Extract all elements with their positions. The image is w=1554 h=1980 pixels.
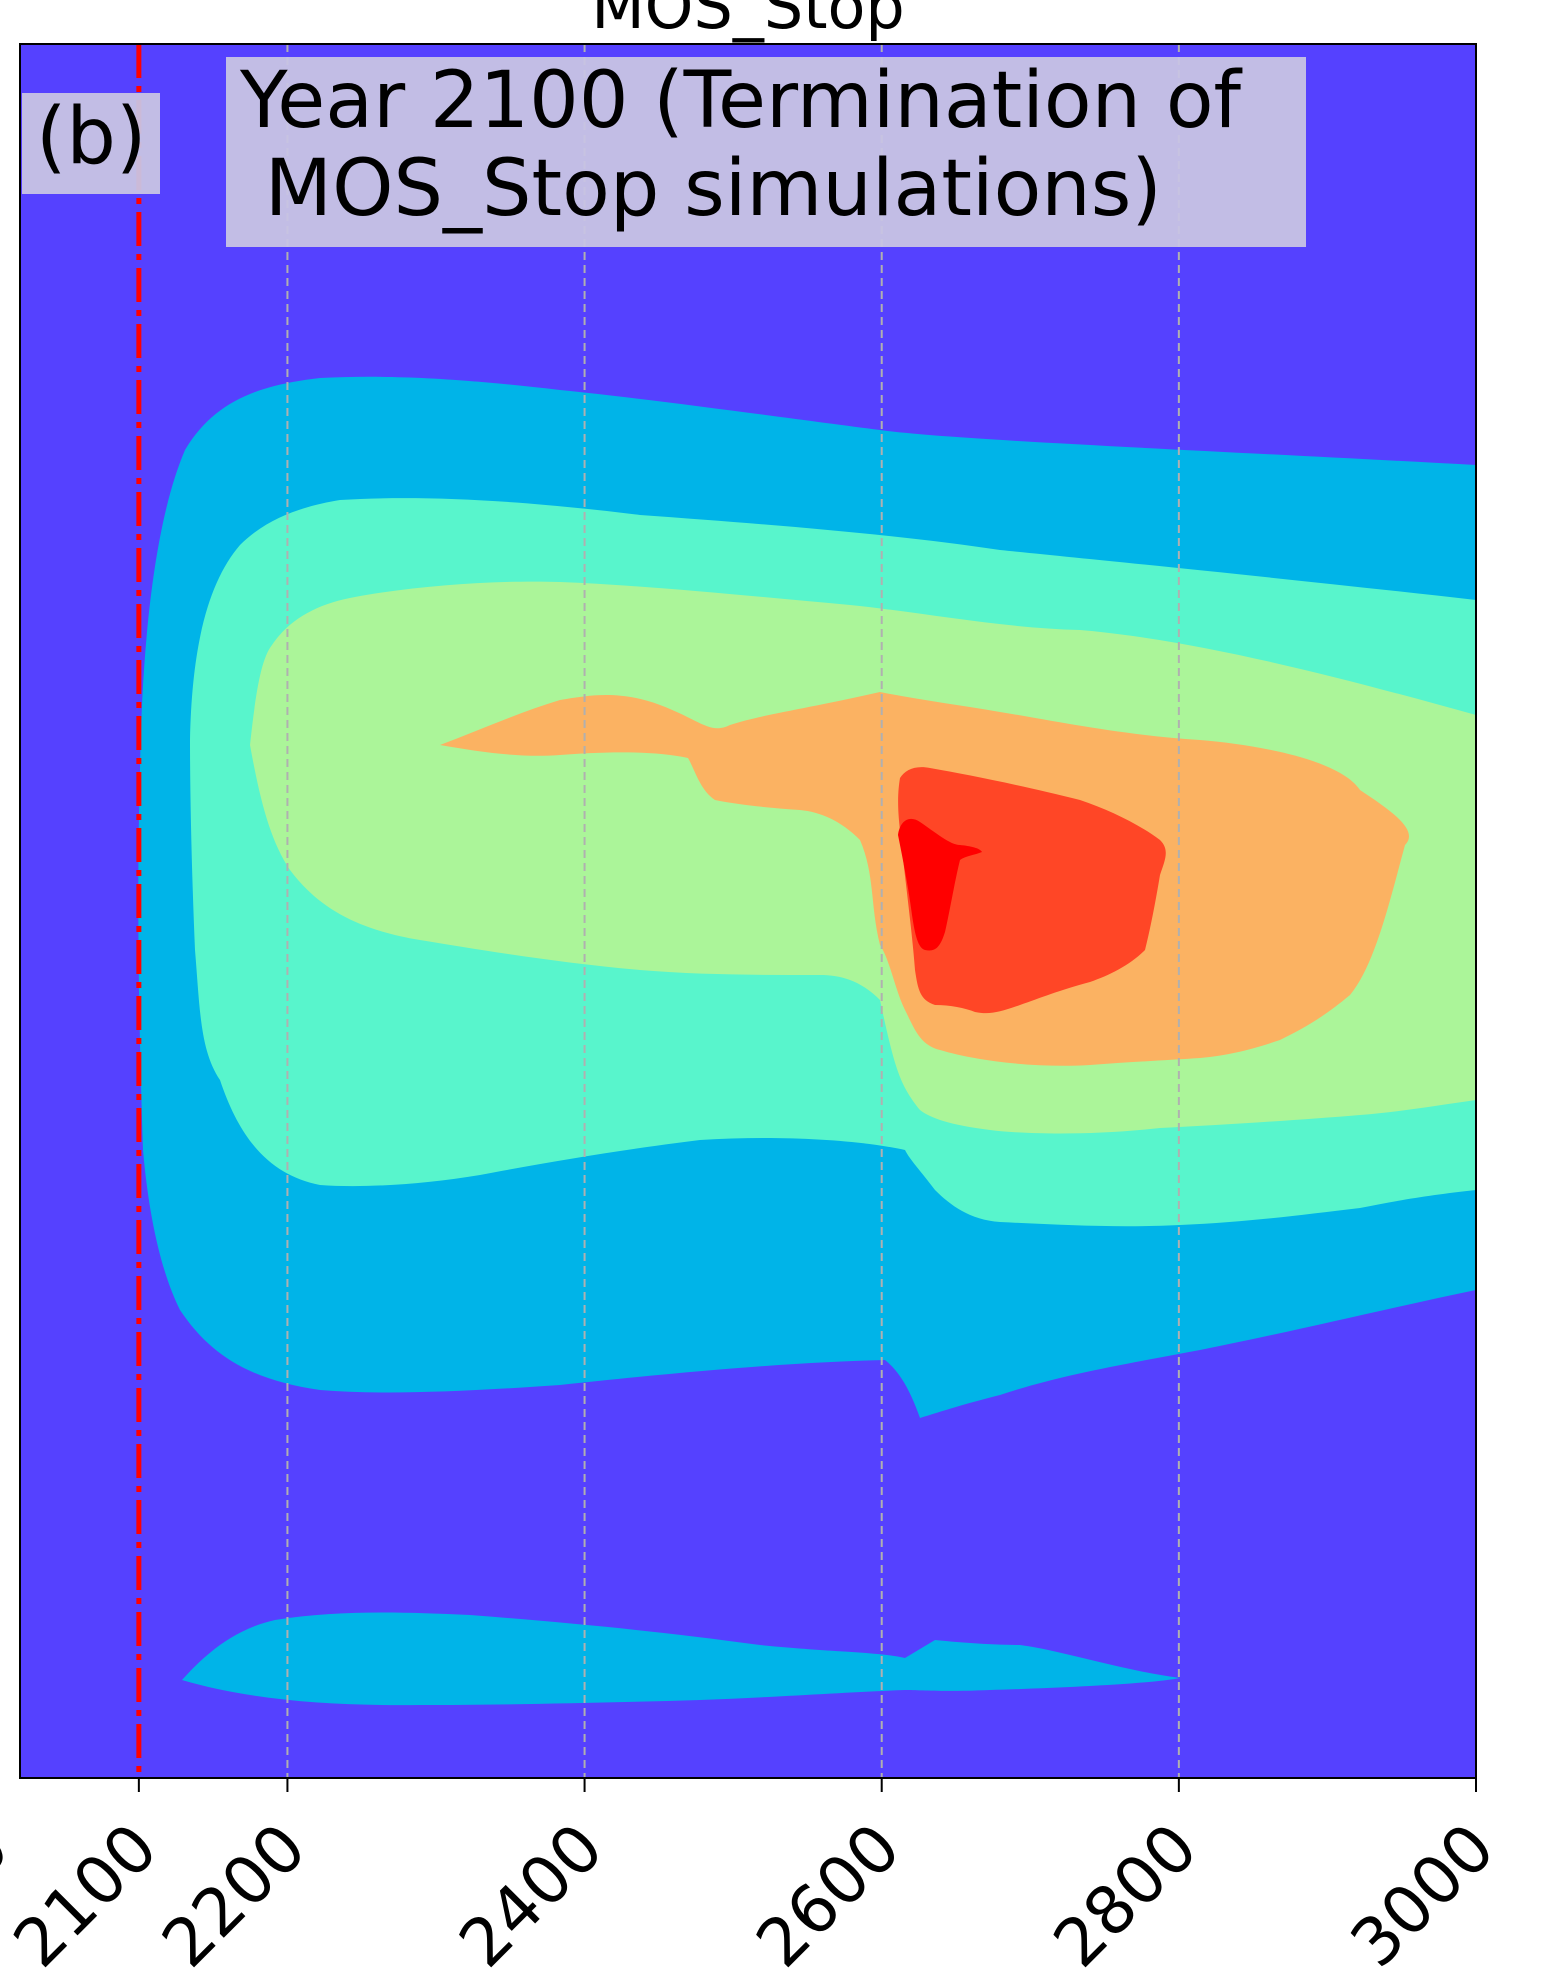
plot-frame — [19, 43, 1477, 1779]
x-tick-label: 2100 — [0, 1809, 172, 1980]
x-tick-label: 2200 — [148, 1809, 321, 1980]
x-tick-label: 2400 — [445, 1809, 618, 1980]
x-tick-label: 2600 — [742, 1809, 915, 1980]
panel-label-box — [22, 93, 160, 194]
contour-blob-bottom — [182, 1612, 1180, 1706]
gridlines — [286, 44, 1180, 1778]
contour-peak — [898, 818, 982, 951]
x-tick-label: 2800 — [1039, 1809, 1212, 1980]
x-tick-label: 3000 — [1336, 1809, 1509, 1980]
x-tick-label: 2000 — [0, 1809, 24, 1980]
annotation-box — [226, 57, 1306, 247]
annotation-line-2: MOS_Stop simulations) — [240, 144, 1162, 234]
contour-red-orange — [898, 767, 1166, 1014]
chart-title: MOS_Stop — [591, 0, 905, 43]
panel-label: (b) — [36, 92, 146, 182]
annotation-line-1: Year 2100 (Termination of — [239, 56, 1243, 146]
